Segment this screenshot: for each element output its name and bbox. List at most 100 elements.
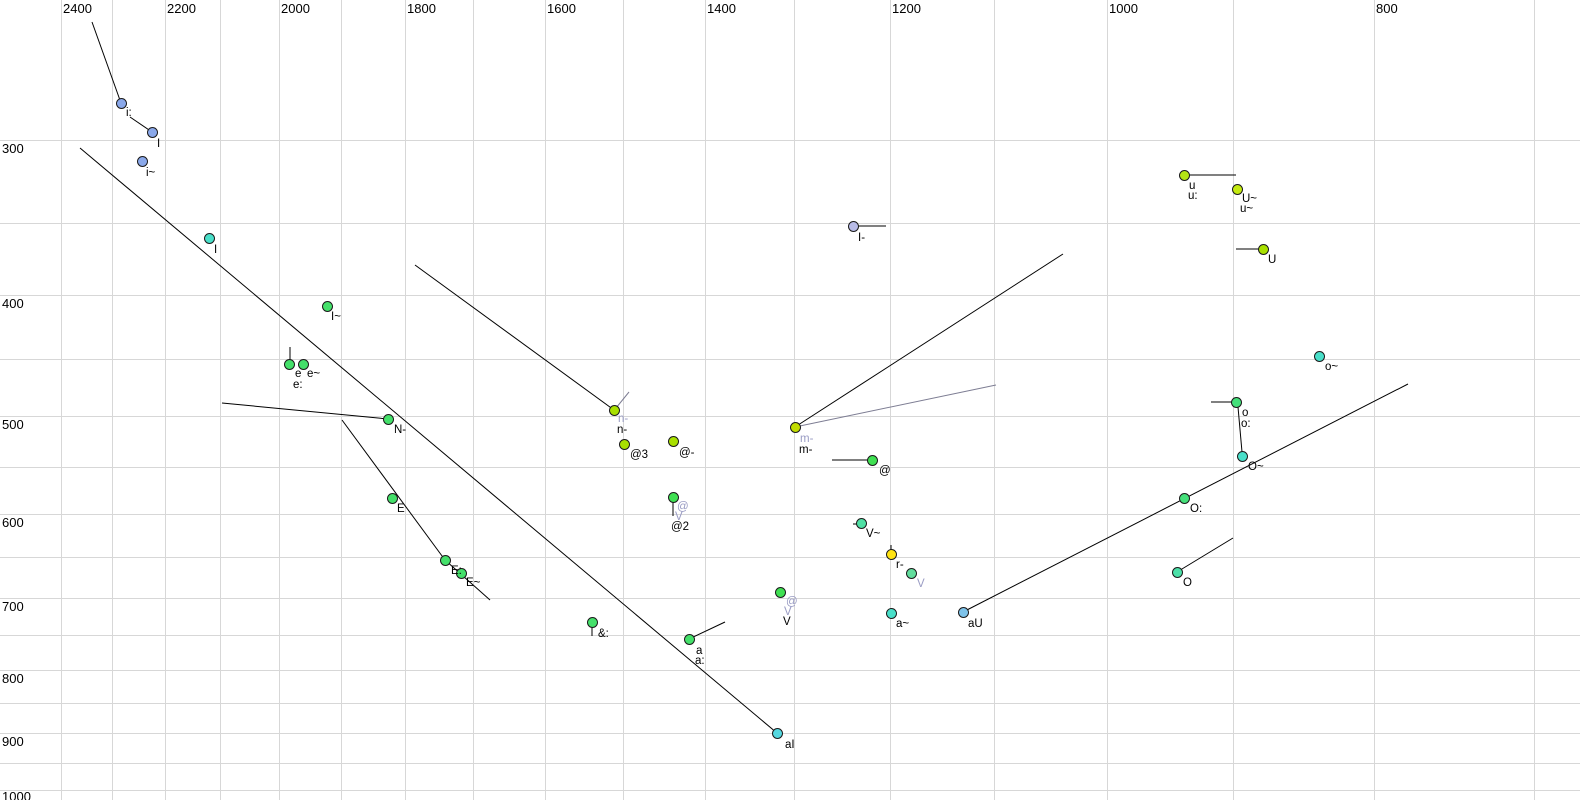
point-label-v: V~	[866, 528, 881, 540]
x-tick-label-1400: 1400	[707, 1, 736, 16]
x-tick-label-2000: 2000	[281, 1, 310, 16]
data-point-au	[957, 606, 969, 618]
point-label-u: U	[1268, 254, 1277, 266]
vertical-gridline	[279, 0, 280, 800]
data-point-a	[683, 633, 695, 645]
vertical-gridline	[1374, 0, 1375, 800]
point-label-u: U~	[1242, 193, 1258, 205]
y-tick-label-500: 500	[2, 417, 24, 432]
connector-line	[341, 419, 446, 561]
horizontal-gridline	[0, 733, 1580, 734]
data-point-e	[297, 358, 309, 370]
x-tick-label-2200: 2200	[167, 1, 196, 16]
vertical-gridline	[794, 0, 795, 800]
data-point-i	[136, 155, 148, 167]
horizontal-gridline	[0, 670, 1580, 671]
connector-line	[1176, 537, 1234, 573]
point-label-a: a~	[896, 618, 910, 630]
data-point-v	[905, 567, 917, 579]
data-point-o	[1313, 350, 1325, 362]
point-label-n: n-	[617, 424, 628, 436]
connector-line	[794, 253, 1064, 428]
vertical-gridline	[890, 0, 891, 800]
horizontal-gridline	[0, 635, 1580, 636]
data-point-o	[1171, 566, 1183, 578]
point-label-m: m-	[799, 444, 813, 456]
x-tick-label-1600: 1600	[547, 1, 576, 16]
point-label-o: o:	[1241, 418, 1251, 430]
data-point-n	[608, 404, 620, 416]
data-point-i	[115, 97, 127, 109]
data-point-x	[866, 454, 878, 466]
x-tick-label-1000: 1000	[1109, 1, 1138, 16]
horizontal-gridline	[0, 140, 1580, 141]
x-tick-label-2400: 2400	[63, 1, 92, 16]
horizontal-gridline	[0, 598, 1580, 599]
horizontal-gridline	[0, 223, 1580, 224]
horizontal-gridline	[0, 416, 1580, 417]
data-point-2	[667, 491, 679, 503]
vertical-gridline	[165, 0, 166, 800]
data-point-v	[774, 586, 786, 598]
connector-line	[414, 264, 615, 411]
data-point-n	[382, 413, 394, 425]
data-point-ai	[771, 727, 783, 739]
vertical-gridline	[994, 0, 995, 800]
point-label-n: N-	[394, 424, 407, 436]
point-label-i: I-	[858, 232, 866, 244]
y-tick-label-900: 900	[2, 734, 24, 749]
point-label-u: u	[1189, 180, 1196, 192]
horizontal-gridline	[0, 467, 1580, 468]
vertical-gridline	[1534, 0, 1535, 800]
connector-line	[79, 147, 778, 734]
y-tick-label-1000: 1000	[2, 789, 31, 800]
point-label-i: i:	[126, 107, 132, 119]
data-point-o	[1230, 396, 1242, 408]
connector-line	[615, 391, 630, 409]
vertical-gridline	[112, 0, 113, 800]
y-tick-label-800: 800	[2, 671, 24, 686]
horizontal-gridline	[0, 557, 1580, 558]
connector-line	[91, 21, 122, 104]
point-label-u: u~	[1240, 203, 1254, 215]
data-point-i	[847, 220, 859, 232]
data-point-a	[885, 607, 897, 619]
point-label-v: V	[917, 578, 925, 590]
point-label-o: O	[1183, 577, 1192, 589]
data-point-e	[386, 492, 398, 504]
data-point-v	[855, 517, 867, 529]
data-point-m	[789, 421, 801, 433]
data-point-e	[439, 554, 451, 566]
point-label-i: I	[214, 244, 218, 256]
vertical-gridline	[545, 0, 546, 800]
point-label-e: E~	[466, 577, 481, 589]
point-label-a: a:	[695, 655, 705, 667]
point-label-o: O:	[1190, 503, 1203, 515]
y-tick-label-300: 300	[2, 141, 24, 156]
connector-line	[1237, 406, 1243, 453]
horizontal-gridline	[0, 295, 1580, 296]
point-label-au: aU	[968, 618, 983, 630]
data-point-i	[146, 126, 158, 138]
point-label-e: E	[397, 503, 405, 515]
vertical-gridline	[705, 0, 706, 800]
point-label-m: m-	[800, 433, 814, 445]
vertical-gridline	[1107, 0, 1108, 800]
vertical-gridline	[341, 0, 342, 800]
x-tick-label-1800: 1800	[407, 1, 436, 16]
data-point-o	[1178, 492, 1190, 504]
data-point-i	[321, 300, 333, 312]
horizontal-gridline	[0, 790, 1580, 791]
vertical-gridline	[405, 0, 406, 800]
point-label-v: V	[783, 616, 791, 628]
point-label-o: o	[1242, 407, 1249, 419]
data-point-r	[885, 548, 897, 560]
data-point-u	[1178, 169, 1190, 181]
horizontal-gridline	[0, 514, 1580, 515]
point-label-3: @3	[630, 449, 649, 461]
point-label-a: a	[696, 645, 703, 657]
point-label-x: @	[879, 465, 891, 477]
connector-line	[794, 384, 997, 428]
